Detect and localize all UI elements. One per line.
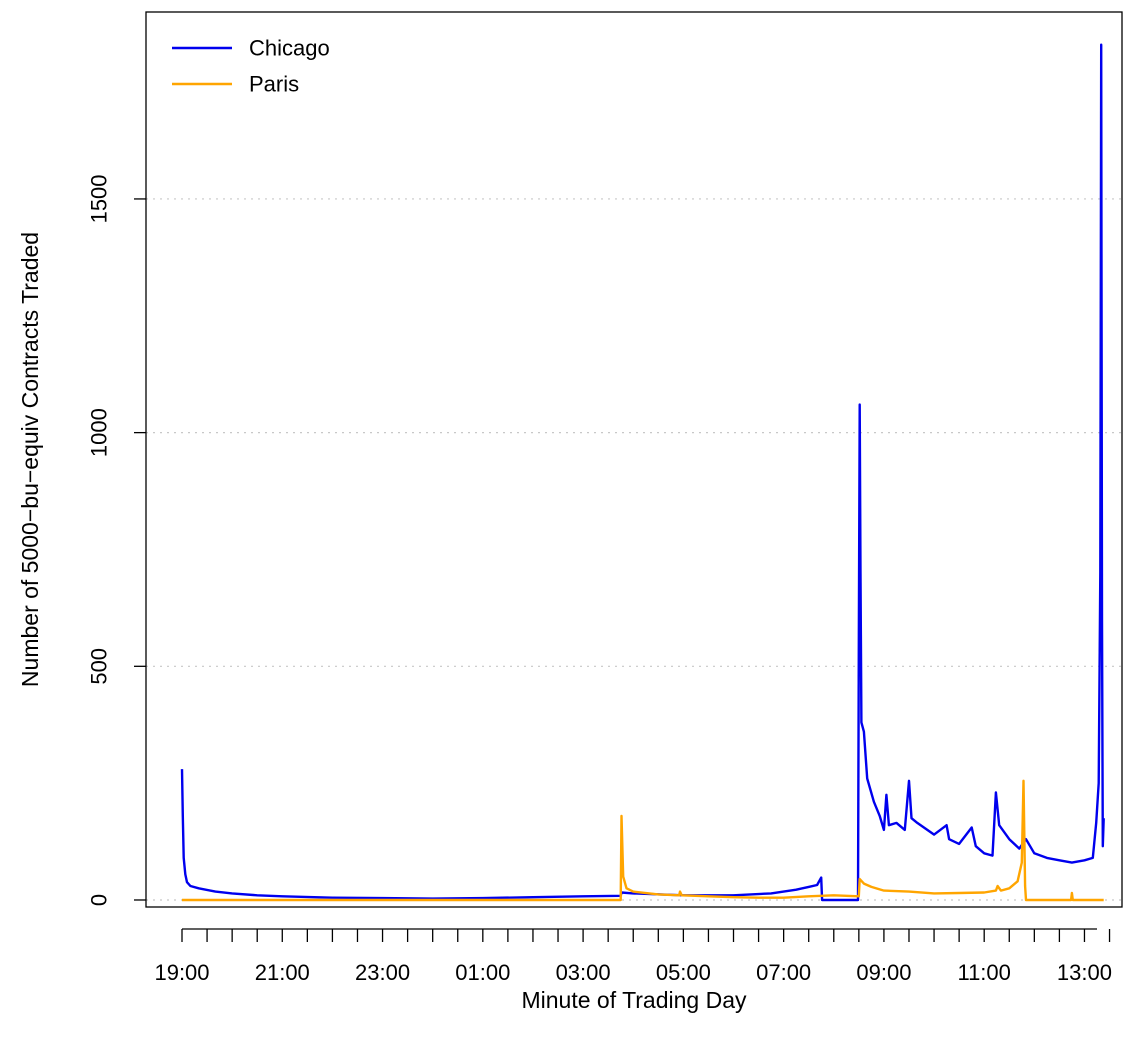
legend-label-paris: Paris xyxy=(249,72,299,97)
y-tick-label-500: 500 xyxy=(87,648,112,685)
gridlines xyxy=(146,198,1122,901)
x-tick-label: 09:00 xyxy=(856,960,911,985)
y-tick-label-0: 0 xyxy=(87,894,112,906)
legend: Chicago Paris xyxy=(172,36,330,97)
x-tick-label: 21:00 xyxy=(255,960,310,985)
x-tick-label: 19:00 xyxy=(154,960,209,985)
legend-label-chicago: Chicago xyxy=(249,36,330,61)
plot-frame xyxy=(145,11,1123,908)
x-tick-label: 03:00 xyxy=(556,960,611,985)
x-axis-title: Minute of Trading Day xyxy=(521,987,747,1013)
x-tick-label: 23:00 xyxy=(355,960,410,985)
series-lines xyxy=(180,43,1105,902)
x-axis: 19:00 21:00 23:00 01:00 03:00 05:00 07:00 09:00… xyxy=(154,928,1112,985)
y-tick-label-1500: 1500 xyxy=(87,174,112,223)
x-tick-label: 11:00 xyxy=(957,960,1010,985)
y-tick-label-1000: 1000 xyxy=(87,408,112,457)
x-tick-label: 13:00 xyxy=(1057,960,1112,985)
y-axis: 0 500 1000 1500 xyxy=(87,174,146,906)
x-tick-label: 01:00 xyxy=(455,960,510,985)
y-axis-title: Number of 5000−bu−equiv Contracts Traded xyxy=(17,232,43,687)
x-tick-label: 05:00 xyxy=(656,960,711,985)
series-line-paris xyxy=(182,779,1104,902)
series-line-chicago xyxy=(180,43,1105,902)
x-tick-label: 07:00 xyxy=(756,960,811,985)
